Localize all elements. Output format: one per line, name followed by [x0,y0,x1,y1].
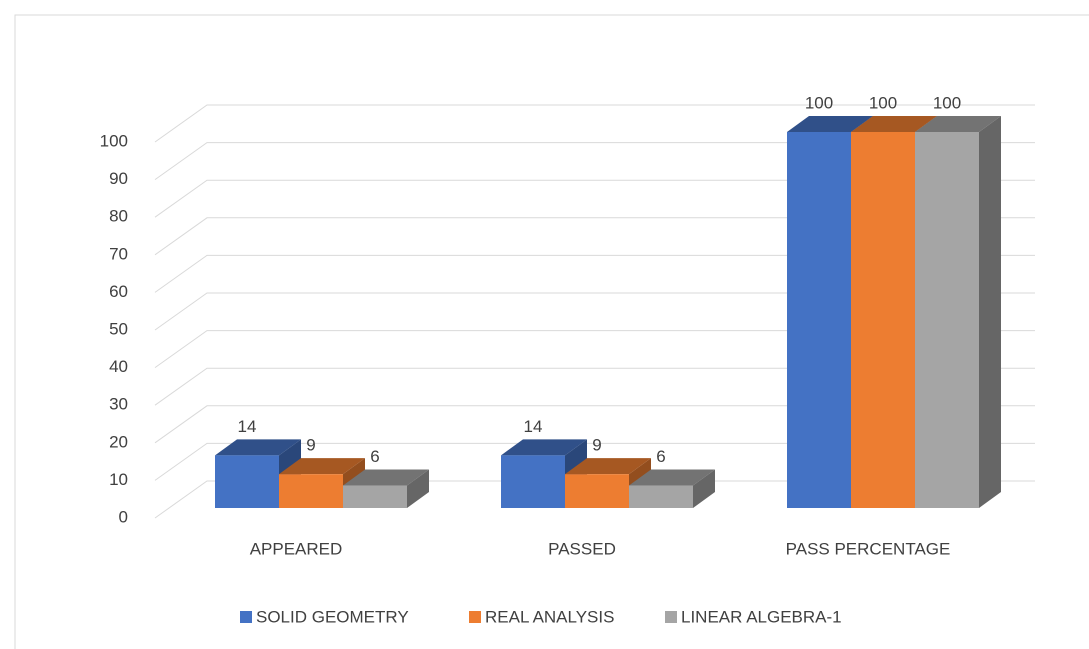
value-label: 100 [933,93,961,112]
grid-line [154,405,1035,444]
value-label: 6 [656,447,665,466]
bar-top [215,439,301,456]
value-label: 14 [238,417,257,436]
bar-top [565,458,651,475]
y-tick-label: 20 [109,432,128,451]
bar-top [787,116,873,132]
grid-line [154,254,1035,293]
y-tick-label: 80 [109,207,128,226]
bar [629,485,693,508]
grid-line [154,480,1035,519]
bar [787,132,851,508]
y-tick-label: 90 [109,169,128,188]
bar-top [915,116,1001,132]
y-tick-label: 10 [109,470,128,489]
grid-line [154,142,1035,181]
grid-line [154,217,1035,256]
legend-label: LINEAR ALGEBRA-1 [681,607,842,626]
x-tick-label: APPEARED [250,539,343,558]
y-tick-label: 60 [109,282,128,301]
bar-side [693,469,715,508]
bar-top [501,439,587,456]
bar [501,455,565,508]
bar [343,485,407,508]
y-tick-label: 70 [109,244,128,263]
value-label: 14 [524,417,543,436]
legend-swatch [665,611,677,623]
legend-label: REAL ANALYSIS [485,607,614,626]
bar [851,132,915,508]
value-label: 6 [370,447,379,466]
x-tick-label: PASS PERCENTAGE [786,539,951,558]
bar-side [407,469,429,508]
bar-side [979,116,1001,508]
value-label: 9 [306,436,315,455]
grid-line [154,330,1035,369]
bar [279,474,343,508]
bar-top [343,469,429,486]
bar [565,474,629,508]
bar [915,132,979,508]
legend-swatch [469,611,481,623]
value-label: 100 [869,93,897,112]
grid-line [154,442,1035,481]
x-tick-label: PASSED [548,539,616,558]
value-label: 9 [592,436,601,455]
bar-top [851,116,937,132]
legend-swatch [240,611,252,623]
bar-top [629,469,715,486]
y-tick-label: 30 [109,395,128,414]
grid-line [154,104,1035,143]
y-tick-label: 40 [109,357,128,376]
y-tick-label: 100 [100,131,128,150]
grid-line [154,179,1035,218]
bar [215,455,279,508]
grid-line [154,367,1035,406]
bar-top [279,458,365,475]
value-label: 100 [805,93,833,112]
y-tick-label: 50 [109,319,128,338]
grid-line [154,292,1035,331]
y-tick-label: 0 [119,507,128,526]
legend-label: SOLID GEOMETRY [256,607,409,626]
